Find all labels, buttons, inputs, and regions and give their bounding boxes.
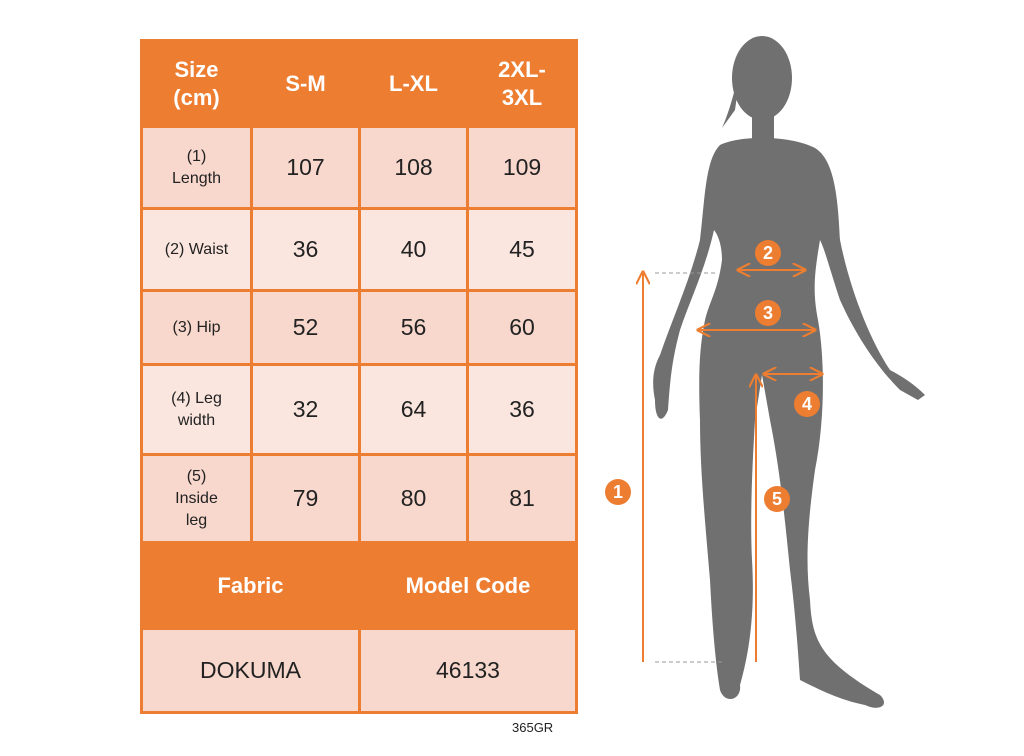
row-label: (1) Length [140,125,253,210]
marker-2 [755,240,781,266]
product-code: 365GR [512,720,554,735]
row-label: (3) Hip [140,289,253,366]
table-row: (5) Inside leg 79 80 81 [140,453,578,544]
cell: 107 [250,125,361,210]
cell: 81 [466,453,578,544]
cell: 40 [358,207,469,292]
marker-2-label: 2 [763,243,773,263]
marker-3-label: 3 [763,303,773,323]
silhouette-icon [653,36,925,708]
row-label: (4) Leg width [140,363,253,456]
header-2xl-3xl: 2XL-3XL [466,39,578,128]
fabric-header: Fabric [140,541,361,630]
cell: 32 [250,363,361,456]
cell: 64 [358,363,469,456]
row-label: (5) Inside leg [140,453,253,544]
marker-3 [755,300,781,326]
row-label: (2) Waist [140,207,253,292]
cell: 45 [466,207,578,292]
header-row: Size (cm) S-M L-XL 2XL-3XL [140,39,578,128]
marker-1 [605,479,631,505]
marker-1-label: 1 [613,482,623,502]
footer-value-row: DOKUMA 46133 [140,627,578,714]
body-measurement-figure: 1 2 3 4 5 [605,36,925,708]
size-chart-table: Size (cm) S-M L-XL 2XL-3XL (1) Length 10… [140,39,578,714]
measurement-markers [605,240,820,512]
table-row: (2) Waist 36 40 45 [140,207,578,292]
marker-5 [764,486,790,512]
cell: 52 [250,289,361,366]
model-code-header: Model Code [358,541,578,630]
header-size: Size (cm) [140,39,253,128]
header-l-xl: L-XL [358,39,469,128]
marker-5-label: 5 [772,489,782,509]
fabric-value: DOKUMA [140,627,361,714]
header-s-m: S-M [250,39,361,128]
cell: 60 [466,289,578,366]
marker-4 [794,391,820,417]
table-row: (3) Hip 52 56 60 [140,289,578,366]
table-row: (1) Length 107 108 109 [140,125,578,210]
model-code-value: 46133 [358,627,578,714]
cell: 80 [358,453,469,544]
cell: 79 [250,453,361,544]
cell: 56 [358,289,469,366]
cell: 108 [358,125,469,210]
cell: 109 [466,125,578,210]
cell: 36 [466,363,578,456]
table-row: (4) Leg width 32 64 36 [140,363,578,456]
footer-header-row: Fabric Model Code [140,541,578,630]
cell: 36 [250,207,361,292]
marker-4-label: 4 [802,394,812,414]
